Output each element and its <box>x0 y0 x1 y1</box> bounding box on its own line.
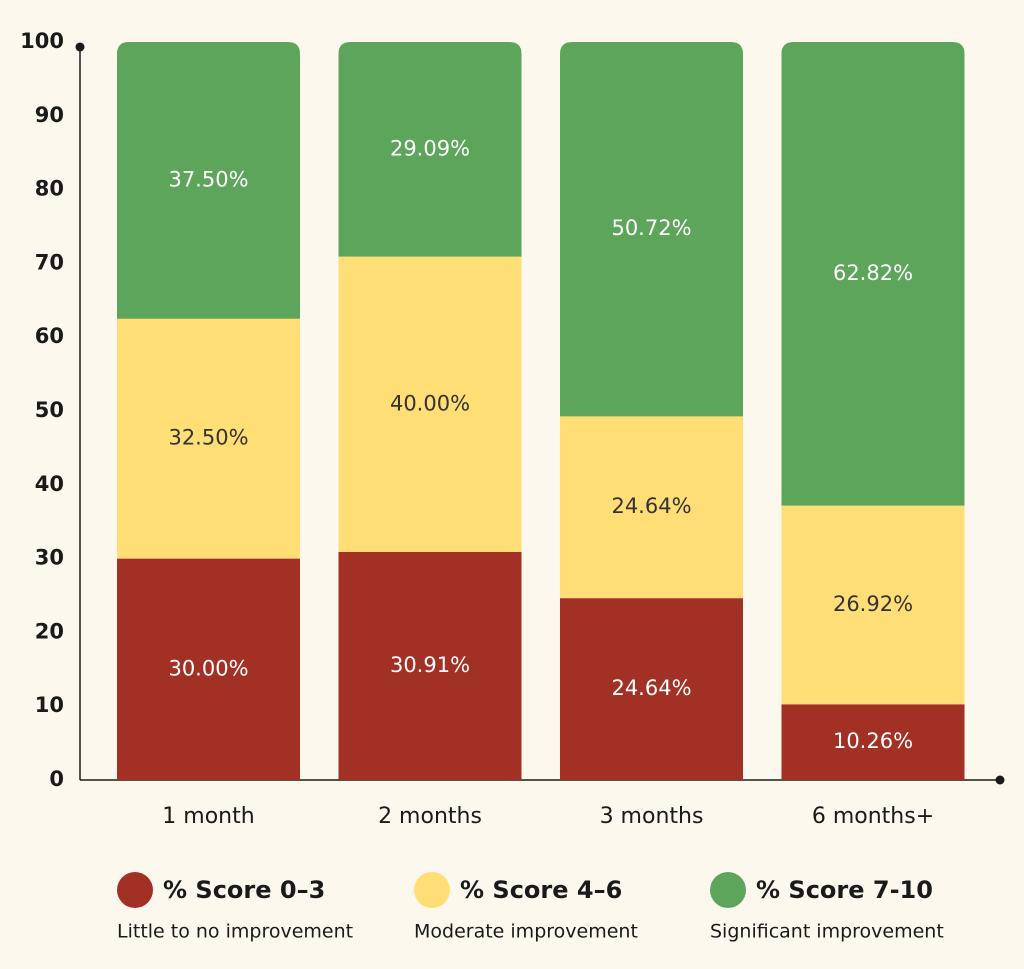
axis-end-dot <box>75 42 85 52</box>
legend-label: % Score 4–6 <box>460 876 622 904</box>
y-tick-label: 30 <box>35 546 64 570</box>
value-label: 24.64% <box>611 494 691 518</box>
y-tick-label: 0 <box>49 767 64 791</box>
bar-segment <box>560 42 743 417</box>
y-tick-label: 50 <box>35 398 64 422</box>
y-tick-label: 70 <box>35 250 64 274</box>
legend-description: Significant improvement <box>710 921 944 943</box>
legend-label: % Score 0–3 <box>163 876 325 904</box>
x-tick-label: 3 months <box>600 804 704 829</box>
legend-description: Moderate improvement <box>414 921 638 943</box>
bar-segment <box>338 42 522 257</box>
value-label: 24.64% <box>611 676 691 700</box>
bar-segment <box>781 42 965 506</box>
bar-segment <box>560 416 743 599</box>
value-label: 10.26% <box>833 729 913 753</box>
legend-swatch <box>710 872 746 908</box>
y-tick-label: 90 <box>35 103 64 127</box>
bar-segment <box>560 598 743 780</box>
legend-description: Little to no improvement <box>117 921 353 943</box>
y-tick-label: 20 <box>35 619 64 643</box>
bar-segment <box>117 318 300 559</box>
bar-segment <box>338 256 522 552</box>
bar-segment <box>117 42 300 319</box>
value-label: 29.09% <box>390 136 470 160</box>
value-label: 32.50% <box>168 426 248 450</box>
bar-segment <box>781 704 965 780</box>
y-tick-label: 60 <box>35 324 64 348</box>
legend-label: % Score 7-10 <box>756 876 933 904</box>
axis-end-dot <box>995 775 1005 785</box>
bar-segment <box>338 551 522 780</box>
legend-swatch <box>414 872 450 908</box>
y-tick-label: 100 <box>20 29 64 53</box>
y-tick-label: 80 <box>35 177 64 201</box>
legend-swatch <box>117 872 153 908</box>
x-tick-label: 6 months+ <box>812 804 934 829</box>
value-label: 40.00% <box>390 391 470 415</box>
bar-segment <box>117 558 300 780</box>
x-tick-label: 1 month <box>162 804 254 829</box>
value-label: 30.91% <box>390 653 470 677</box>
value-label: 37.50% <box>168 167 248 191</box>
y-tick-label: 10 <box>35 693 64 717</box>
value-label: 26.92% <box>833 592 913 616</box>
y-tick-label: 40 <box>35 472 64 496</box>
bar-segment <box>781 505 965 705</box>
value-label: 50.72% <box>611 216 691 240</box>
x-tick-label: 2 months <box>378 804 482 829</box>
value-label: 30.00% <box>168 656 248 680</box>
value-label: 62.82% <box>833 261 913 285</box>
